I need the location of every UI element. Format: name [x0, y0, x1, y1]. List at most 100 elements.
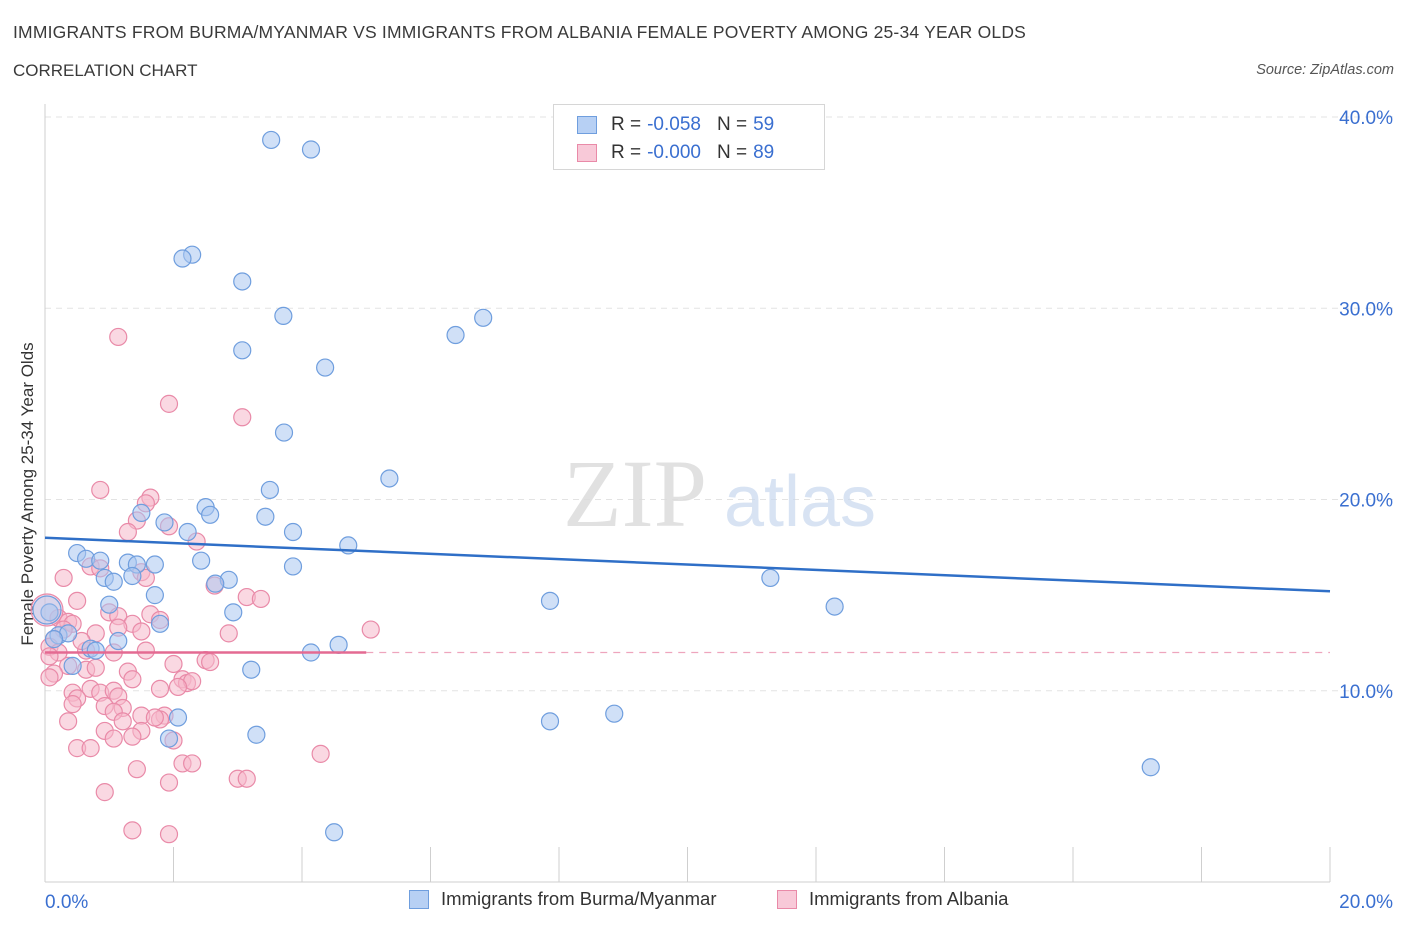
point-burma: [145, 586, 164, 605]
point-burma: [283, 557, 303, 576]
stats-legend: R = -0.058 N = 59 R = -0.000 N = 89: [553, 104, 825, 170]
point-burma: [206, 574, 225, 593]
point-albania: [59, 712, 78, 731]
legend-label-albania: Immigrants from Albania: [809, 888, 1009, 909]
legend-r-value: -0.058: [647, 114, 701, 135]
point-albania: [123, 821, 142, 840]
point-burma: [32, 595, 62, 625]
trend-line-burma: [44, 536, 1331, 593]
legend-row-burma: R = -0.058 N = 59: [577, 113, 774, 137]
point-burma: [301, 140, 321, 159]
axes: [44, 104, 1331, 883]
chart-subtitle: CORRELATION CHART: [13, 61, 198, 80]
legend-item-burma[interactable]: Immigrants from Burma/Myanmar: [409, 888, 717, 910]
point-burma: [132, 503, 151, 522]
legend-n-value: 59: [753, 114, 775, 135]
point-burma: [605, 704, 624, 723]
point-burma: [233, 272, 252, 291]
tick-labels: 10.0% 20.0% 30.0% 40.0% 0.0% 20.0%: [45, 108, 1393, 913]
point-albania: [63, 695, 82, 714]
legend-r-value: -0.000: [647, 142, 701, 163]
point-albania: [40, 668, 59, 687]
point-burma: [380, 469, 399, 488]
point-albania: [127, 760, 146, 779]
point-albania: [233, 408, 252, 427]
legend-swatch-albania: [777, 889, 797, 909]
point-burma: [761, 568, 780, 588]
point-burma: [283, 522, 303, 542]
point-burma: [63, 656, 82, 675]
point-burma: [540, 591, 560, 610]
point-burma: [104, 572, 123, 591]
point-burma: [274, 306, 293, 325]
point-burma: [168, 708, 188, 727]
point-burma: [256, 507, 275, 526]
point-albania: [219, 624, 238, 643]
point-albania: [40, 647, 59, 666]
legend-n-value: 89: [753, 142, 775, 163]
legend-swatch-burma: [577, 116, 597, 134]
point-burma: [242, 660, 261, 679]
point-burma: [173, 249, 192, 268]
legend-n-label: N =: [716, 142, 748, 163]
point-albania: [104, 729, 123, 748]
point-albania: [164, 654, 183, 674]
point-burma: [145, 555, 164, 574]
trend-lines: [44, 536, 1331, 654]
legend-swatch-albania: [577, 144, 597, 162]
point-burma: [262, 130, 281, 150]
point-albania: [168, 677, 188, 697]
point-burma: [260, 480, 279, 500]
point-albania: [159, 773, 179, 792]
point-burma: [825, 597, 844, 616]
source-note: Source: ZipAtlas.com: [1256, 62, 1394, 78]
point-albania: [251, 589, 270, 609]
point-burma: [109, 631, 128, 651]
legend-label-burma: Immigrants from Burma/Myanmar: [441, 888, 717, 909]
point-albania: [109, 327, 128, 347]
watermark: ZIP atlas: [563, 440, 876, 547]
point-burma: [192, 551, 211, 570]
watermark-atlas: atlas: [724, 462, 876, 542]
point-burma: [224, 603, 243, 622]
watermark-zip: ZIP: [563, 440, 707, 547]
point-burma: [1141, 758, 1160, 777]
point-burma: [201, 505, 220, 524]
point-burma: [446, 325, 465, 345]
series-burma-points: [32, 130, 1160, 842]
point-burma: [247, 725, 266, 744]
point-burma: [178, 522, 197, 542]
point-albania: [118, 522, 137, 542]
x-tick-label: 20.0%: [1339, 892, 1393, 913]
point-albania: [86, 658, 105, 677]
point-burma: [274, 423, 294, 442]
legend-r-label: R =: [611, 142, 642, 163]
series-legend: Immigrants from Burma/Myanmar Immigrants…: [0, 888, 1406, 916]
y-tick-label: 10.0%: [1339, 682, 1393, 703]
point-burma: [474, 308, 493, 327]
chart-title: IMMIGRANTS FROM BURMA/MYANMAR VS IMMIGRA…: [13, 22, 1027, 42]
legend-row-albania: R = -0.000 N = 89: [577, 141, 774, 165]
point-albania: [123, 670, 142, 689]
point-burma: [325, 823, 344, 842]
y-tick-label: 20.0%: [1339, 491, 1393, 512]
point-burma: [100, 595, 119, 614]
legend-swatch-burma: [409, 889, 429, 909]
point-albania: [123, 727, 142, 746]
point-albania: [159, 394, 179, 413]
y-tick-label: 40.0%: [1339, 108, 1393, 129]
point-albania: [361, 620, 380, 639]
point-albania: [91, 480, 110, 500]
legend-n-label: N =: [716, 114, 748, 135]
point-burma: [540, 712, 560, 731]
point-burma: [44, 630, 64, 649]
point-albania: [68, 591, 87, 610]
point-albania: [183, 754, 202, 773]
point-burma: [155, 513, 174, 532]
point-albania: [150, 679, 170, 698]
point-albania: [136, 641, 155, 660]
point-albania: [113, 712, 132, 731]
legend-item-albania[interactable]: Immigrants from Albania: [777, 888, 1008, 910]
legend-r-label: R =: [611, 114, 642, 135]
